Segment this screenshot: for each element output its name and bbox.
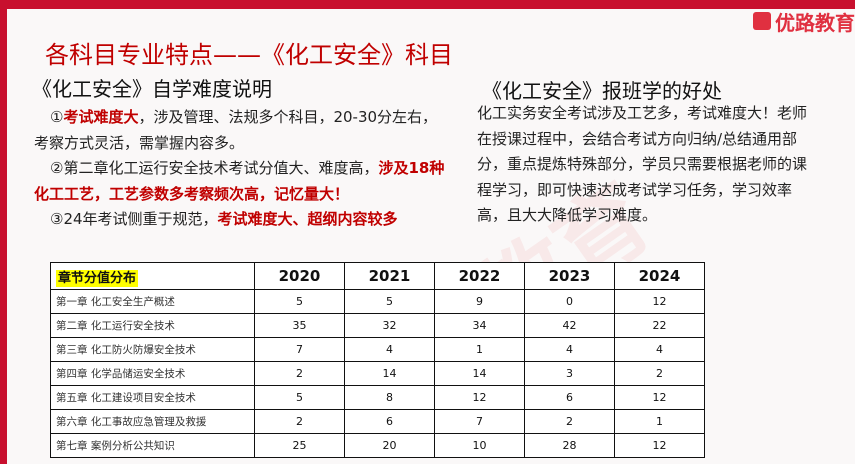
- column-header: 2024: [614, 262, 705, 290]
- score-cell: 2: [524, 409, 615, 434]
- score-cell: 5: [254, 385, 345, 410]
- score-cell: 2: [254, 361, 345, 386]
- chapter-name: 第三章 化工防火防爆安全技术: [50, 337, 255, 362]
- point-3: ③24年考试侧重于规范，考试难度大、超纲内容较多: [50, 210, 398, 228]
- right-heading: 《化工安全》报班学的好处: [482, 79, 722, 103]
- score-cell: 10: [434, 433, 525, 458]
- score-cell: 25: [254, 433, 345, 458]
- brand-logo: 优路教育: [753, 9, 855, 35]
- chapter-name: 第二章 化工运行安全技术: [50, 313, 255, 338]
- score-cell: 14: [434, 361, 525, 386]
- score-cell: 32: [344, 313, 435, 338]
- point-2: ②第二章化工运行安全技术考试分值大、难度高，涉及18种化工工艺，工艺参数多考察频…: [34, 159, 445, 203]
- column-header: 2021: [344, 262, 435, 290]
- page-title: 各科目专业特点——《化工安全》科目: [45, 41, 453, 69]
- slide: 优路教育 优路教育 各科目专业特点——《化工安全》科目 《化工安全》自学难度说明…: [7, 9, 855, 464]
- table-row: 第一章 化工安全生产概述 5 5 9 0 12: [50, 289, 705, 314]
- chapter-name: 第七章 案例分析公共知识: [50, 433, 255, 458]
- score-cell: 35: [254, 313, 345, 338]
- score-cell: 28: [524, 433, 615, 458]
- column-header: 2022: [434, 262, 525, 290]
- score-cell: 4: [524, 337, 615, 362]
- table-row: 第七章 案例分析公共知识 25 20 10 28 12: [50, 433, 705, 458]
- left-heading: 《化工安全》自学难度说明: [32, 77, 272, 101]
- score-cell: 4: [344, 337, 435, 362]
- table-row: 第四章 化学品储运安全技术 2 14 14 3 2: [50, 361, 705, 386]
- table-header: 章节分值分布 2020 2021 2022 2023 2024: [50, 262, 705, 290]
- chapter-name: 第一章 化工安全生产概述: [50, 289, 255, 314]
- column-header: 2023: [524, 262, 615, 290]
- score-cell: 2: [614, 361, 705, 386]
- score-table: 章节分值分布 2020 2021 2022 2023 2024 第一章 化工安全生产概述 5…: [50, 262, 705, 458]
- score-cell: 12: [614, 385, 705, 410]
- score-cell: 12: [614, 433, 705, 458]
- score-cell: 22: [614, 313, 705, 338]
- logo-icon: [753, 12, 771, 30]
- score-cell: 5: [344, 289, 435, 314]
- score-cell: 3: [524, 361, 615, 386]
- chapter-name: 第六章 化工事故应急管理及救援: [50, 409, 255, 434]
- header-label: 章节分值分布: [56, 269, 139, 287]
- chapter-name: 第五章 化工建设项目安全技术: [50, 385, 255, 410]
- table-row: 第三章 化工防火防爆安全技术 7 4 1 4 4: [50, 337, 705, 362]
- score-cell: 0: [524, 289, 615, 314]
- score-cell: 5: [254, 289, 345, 314]
- chapter-name: 第四章 化学品储运安全技术: [50, 361, 255, 386]
- table-row: 第二章 化工运行安全技术 35 32 34 42 22: [50, 313, 705, 338]
- column-header: 2020: [254, 262, 345, 290]
- table-row: 第五章 化工建设项目安全技术 5 8 12 6 12: [50, 385, 705, 410]
- logo-text: 优路教育: [775, 10, 855, 35]
- score-cell: 12: [614, 289, 705, 314]
- table-row: 第六章 化工事故应急管理及救援 2 6 7 2 1: [50, 409, 705, 434]
- score-cell: 1: [614, 409, 705, 434]
- point-1: ①考试难度大，涉及管理、法规多个科目，20-30分左右，考察方式灵活，需掌握内容…: [34, 108, 438, 152]
- score-cell: 9: [434, 289, 525, 314]
- score-cell: 4: [614, 337, 705, 362]
- right-paragraph: 化工实务安全考试涉及工艺多，考试难度大！老师在授课过程中，会结合考试方向归纳/总…: [477, 104, 808, 224]
- score-cell: 6: [524, 385, 615, 410]
- score-cell: 2: [254, 409, 345, 434]
- score-cell: 8: [344, 385, 435, 410]
- score-cell: 14: [344, 361, 435, 386]
- score-cell: 7: [254, 337, 345, 362]
- score-cell: 34: [434, 313, 525, 338]
- score-cell: 12: [434, 385, 525, 410]
- score-cell: 42: [524, 313, 615, 338]
- score-cell: 7: [434, 409, 525, 434]
- left-paragraphs: ①考试难度大，涉及管理、法规多个科目，20-30分左右，考察方式灵活，需掌握内容…: [34, 105, 446, 233]
- score-cell: 20: [344, 433, 435, 458]
- column-header: 章节分值分布: [50, 262, 255, 290]
- score-cell: 1: [434, 337, 525, 362]
- score-cell: 6: [344, 409, 435, 434]
